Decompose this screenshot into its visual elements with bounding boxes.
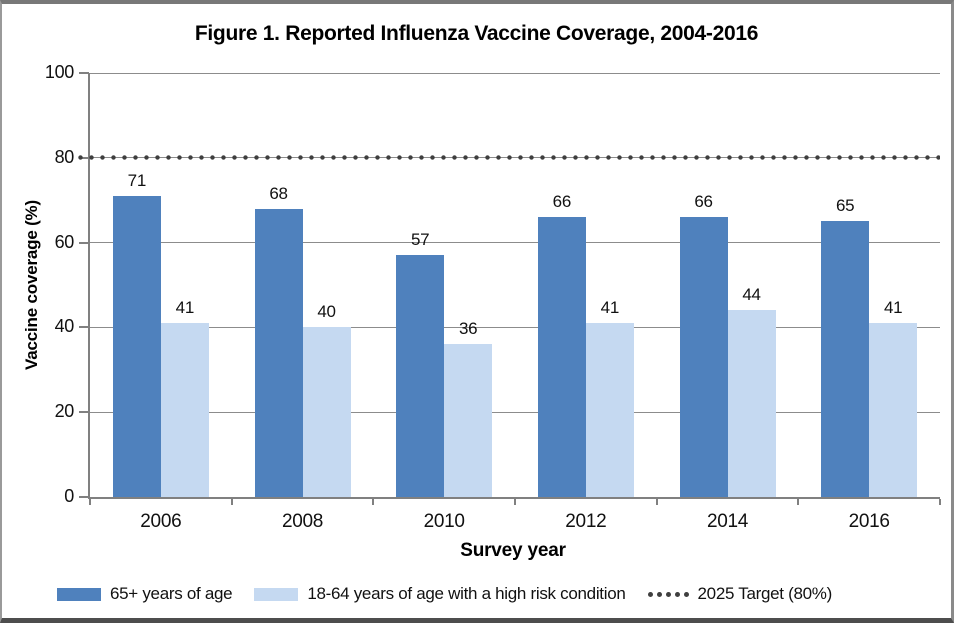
x-axis-tick <box>230 499 233 505</box>
legend-item-series2: 18-64 years of age with a high risk cond… <box>254 584 626 604</box>
bar-2016-series2 <box>869 323 918 497</box>
bar-2014-series1 <box>679 217 728 497</box>
legend-label-series2: 18-64 years of age with a high risk cond… <box>307 584 626 603</box>
x-category-label: 2010 <box>423 511 465 532</box>
y-axis-tick <box>79 326 89 329</box>
y-tick-label: 60 <box>54 231 75 252</box>
bar-value-label: 57 <box>411 230 430 250</box>
chart-canvas: Figure 1. Reported Influenza Vaccine Cov… <box>2 4 951 618</box>
x-category-label: 2012 <box>565 511 607 532</box>
chart-title: Figure 1. Reported Influenza Vaccine Cov… <box>194 22 759 45</box>
plot-area: 0 20 40 60 80 100 71 41 2006 68 40 2008 57 36 2010 66 41… <box>45 62 941 532</box>
gridline-60 <box>90 242 940 244</box>
bar-2006-series2 <box>160 323 209 497</box>
y-tick-label: 0 <box>64 486 74 507</box>
bar-value-label: 40 <box>317 302 336 322</box>
bar-2006-series1 <box>112 195 161 497</box>
x-category-label: 2016 <box>848 511 890 532</box>
y-axis-tick <box>79 72 89 74</box>
y-tick-label: 20 <box>54 401 75 422</box>
bar-value-label: 36 <box>459 319 478 339</box>
bar-value-label: 41 <box>600 298 620 318</box>
bar-2012-series2 <box>585 323 634 497</box>
legend-item-series1: 65+ years of age <box>57 584 233 604</box>
bar-2008-series2 <box>302 327 351 497</box>
x-category-label: 2006 <box>140 511 182 532</box>
y-axis-tick <box>79 496 89 498</box>
series1-swatch <box>57 587 101 601</box>
y-axis-tick <box>79 411 89 414</box>
target-dots-icon <box>647 591 689 597</box>
legend: 65+ years of age 18-64 years of age with… <box>57 584 937 604</box>
legend-item-target: 2025 Target (80%) <box>647 584 833 604</box>
y-axis-title: Vaccine coverage (%) <box>22 200 41 370</box>
x-axis-tick <box>797 499 800 505</box>
gridline-20 <box>90 411 940 413</box>
x-axis-tick <box>655 499 658 505</box>
x-axis-tick <box>372 499 375 505</box>
bar-value-label: 41 <box>175 298 195 318</box>
bar-2008-series1 <box>254 208 303 497</box>
target-line <box>78 155 940 161</box>
bar-value-label: 66 <box>552 192 572 212</box>
x-category-label: 2008 <box>281 511 324 532</box>
bar-2012-series1 <box>537 217 586 497</box>
gridline-100 <box>90 72 940 74</box>
bar-2010-series1 <box>396 255 445 497</box>
y-tick-label: 80 <box>54 146 75 167</box>
bar-value-label: 66 <box>694 192 713 212</box>
y-tick-label: 100 <box>44 62 74 83</box>
legend-label-series1: 65+ years of age <box>110 584 233 603</box>
series2-swatch <box>254 587 299 601</box>
bar-value-label: 44 <box>742 285 761 305</box>
x-axis-title: Survey year <box>460 540 566 561</box>
legend-label-target: 2025 Target (80%) <box>697 584 833 603</box>
x-category-label: 2014 <box>706 511 749 532</box>
x-axis-tick <box>89 499 91 505</box>
x-axis-tick <box>939 499 941 505</box>
gridline-40 <box>90 326 940 328</box>
bar-value-label: 68 <box>269 183 288 203</box>
bar-2014-series2 <box>727 310 776 497</box>
bar-value-label: 65 <box>836 196 855 216</box>
y-axis-tick <box>79 241 89 244</box>
x-axis-tick <box>514 499 516 505</box>
bar-2016-series1 <box>821 221 870 497</box>
y-tick-label: 40 <box>54 316 75 337</box>
bar-2010-series2 <box>444 344 493 497</box>
bar-value-label: 71 <box>127 170 147 190</box>
bar-value-label: 41 <box>884 298 903 318</box>
